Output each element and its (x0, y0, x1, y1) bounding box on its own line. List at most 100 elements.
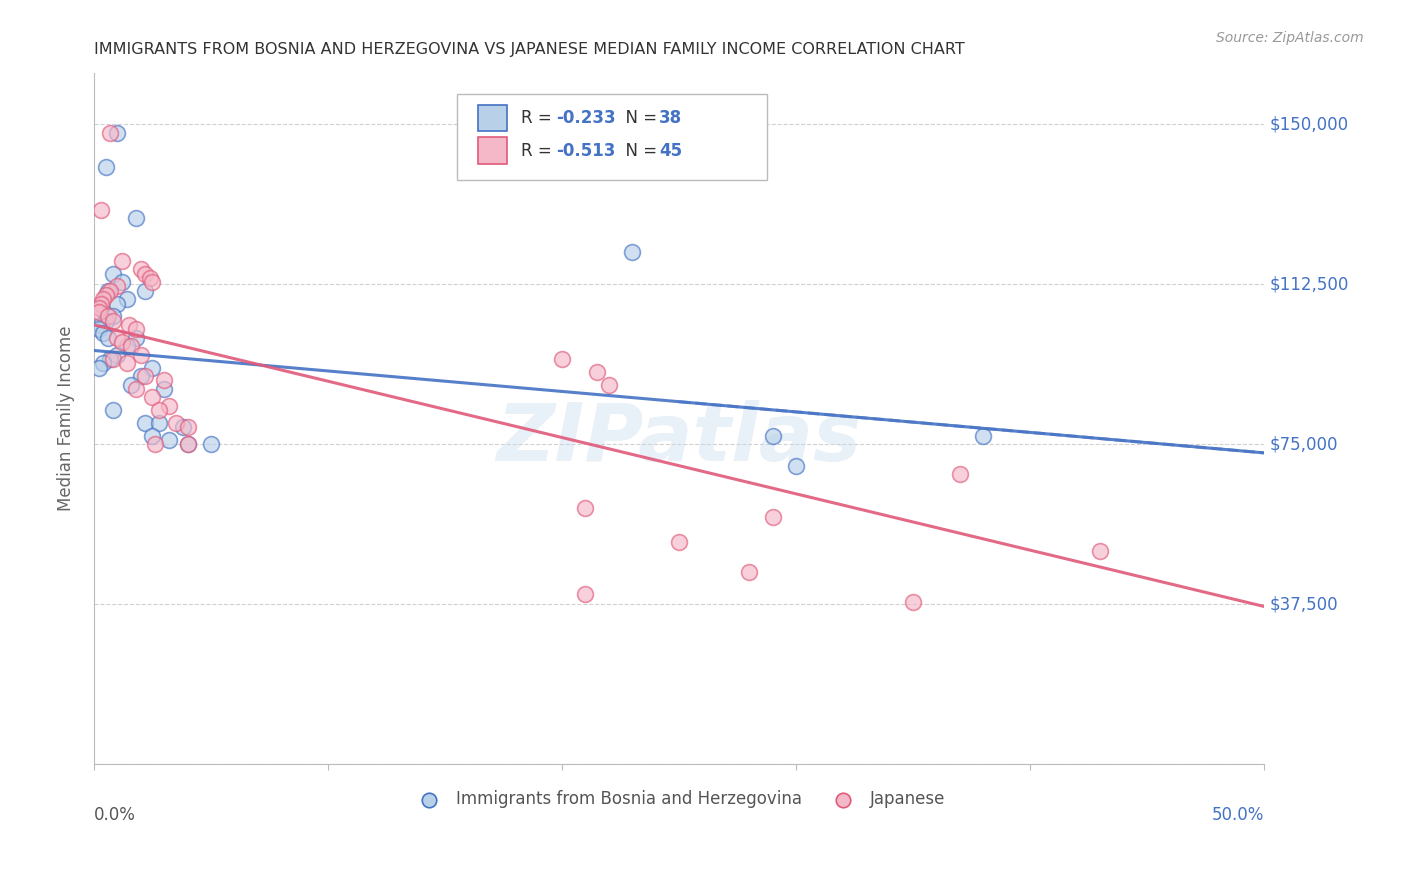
Point (134, 416, 156, 430)
Point (97, 331, 120, 345)
Point (90, 202, 112, 217)
Point (91, 326, 114, 341)
Point (200, 437, 222, 451)
Text: $75,000: $75,000 (1270, 435, 1339, 453)
FancyBboxPatch shape (478, 137, 508, 164)
Point (129, 348, 152, 362)
Text: 38: 38 (659, 109, 682, 128)
Point (148, 416, 170, 430)
Point (621, 245, 644, 260)
Point (148, 403, 170, 417)
Point (129, 262, 152, 277)
Point (87, 301, 110, 315)
Point (143, 437, 166, 451)
Point (120, 377, 142, 392)
Point (98, 126, 121, 140)
Point (115, 356, 138, 370)
Point (97, 284, 120, 298)
Point (176, 437, 198, 451)
Text: 45: 45 (659, 142, 682, 160)
Point (101, 310, 124, 324)
Point (87, 322, 110, 336)
Point (105, 348, 128, 362)
Point (141, 429, 163, 443)
Point (94, 160, 117, 174)
Point (111, 275, 134, 289)
Point (91, 356, 114, 370)
Point (598, 377, 620, 392)
Point (111, 334, 134, 349)
Point (153, 382, 176, 396)
Point (141, 391, 163, 405)
Text: R =: R = (522, 109, 557, 128)
Point (949, 467, 972, 482)
Point (157, 399, 180, 413)
Point (972, 429, 994, 443)
Point (574, 587, 596, 601)
Point (574, 501, 596, 516)
Point (134, 284, 156, 298)
Point (176, 420, 198, 434)
Point (118, 318, 141, 332)
Point (105, 331, 128, 345)
Point (901, 595, 924, 609)
Point (101, 267, 124, 281)
Point (115, 293, 138, 307)
Text: R =: R = (522, 142, 557, 160)
Point (97, 310, 120, 324)
Point (141, 360, 163, 375)
Point (141, 275, 163, 289)
Point (115, 339, 138, 353)
Point (98, 351, 121, 366)
Point (139, 271, 162, 285)
FancyBboxPatch shape (457, 94, 766, 180)
Point (111, 253, 134, 268)
Text: $37,500: $37,500 (1270, 595, 1339, 614)
Y-axis label: Median Family Income: Median Family Income (58, 326, 75, 511)
Point (165, 416, 187, 430)
Point (120, 339, 142, 353)
Point (586, 365, 609, 379)
Point (176, 437, 198, 451)
Text: 50.0%: 50.0% (1212, 805, 1264, 823)
Point (87, 360, 110, 375)
Point (105, 126, 128, 140)
Point (1088, 544, 1111, 558)
Point (90, 296, 112, 310)
Point (90, 301, 112, 315)
Point (551, 351, 574, 366)
Text: $150,000: $150,000 (1270, 115, 1348, 134)
Text: Source: ZipAtlas.com: Source: ZipAtlas.com (1216, 31, 1364, 45)
Text: IMMIGRANTS FROM BOSNIA AND HERZEGOVINA VS JAPANESE MEDIAN FAMILY INCOME CORRELAT: IMMIGRANTS FROM BOSNIA AND HERZEGOVINA V… (94, 42, 965, 57)
Legend: Immigrants from Bosnia and Herzegovina, Japanese: Immigrants from Bosnia and Herzegovina, … (406, 783, 952, 814)
Point (134, 369, 156, 384)
Point (91, 293, 114, 307)
Text: N =: N = (614, 142, 662, 160)
Point (101, 403, 124, 417)
Point (98, 284, 121, 298)
Text: -0.513: -0.513 (557, 142, 616, 160)
Text: -0.233: -0.233 (557, 109, 616, 128)
Point (172, 420, 194, 434)
Point (125, 331, 148, 345)
Point (94, 313, 117, 327)
Point (94, 288, 117, 302)
Point (668, 535, 690, 549)
Point (761, 509, 783, 524)
Text: $112,500: $112,500 (1270, 276, 1350, 293)
Point (134, 267, 156, 281)
Point (105, 279, 128, 293)
Point (129, 369, 152, 384)
Point (761, 429, 783, 443)
Point (105, 296, 128, 310)
Point (125, 382, 148, 396)
Point (785, 458, 807, 473)
Point (157, 433, 180, 447)
Point (101, 313, 124, 327)
Point (101, 351, 124, 366)
Point (87, 305, 110, 319)
Text: N =: N = (614, 109, 662, 128)
Point (153, 373, 176, 387)
Text: ZIPatlas: ZIPatlas (496, 401, 862, 478)
Point (125, 322, 148, 336)
